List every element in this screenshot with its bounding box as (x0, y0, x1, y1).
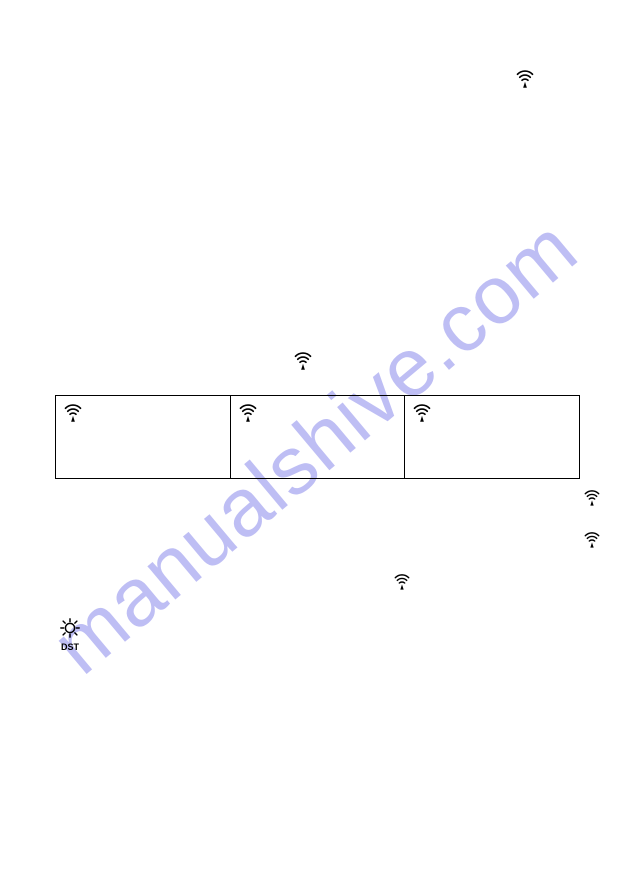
dst-label: DST (61, 642, 79, 652)
page-root: manualshive.com (0, 0, 629, 893)
wifi-signal-icon (413, 402, 431, 422)
signal-status-table (55, 395, 580, 479)
table-row (56, 396, 580, 479)
table-cell (405, 396, 580, 479)
sun-dst-icon (55, 617, 85, 641)
dst-indicator: DST (55, 617, 85, 652)
wifi-signal-icon (294, 350, 312, 370)
wifi-signal-icon (516, 68, 534, 88)
wifi-signal-icon (584, 530, 600, 548)
table-cell (230, 396, 405, 479)
wifi-signal-icon (239, 402, 257, 422)
wifi-signal-icon (584, 488, 600, 506)
wifi-signal-icon (394, 572, 410, 590)
wifi-signal-icon (64, 402, 82, 422)
table-cell (56, 396, 231, 479)
